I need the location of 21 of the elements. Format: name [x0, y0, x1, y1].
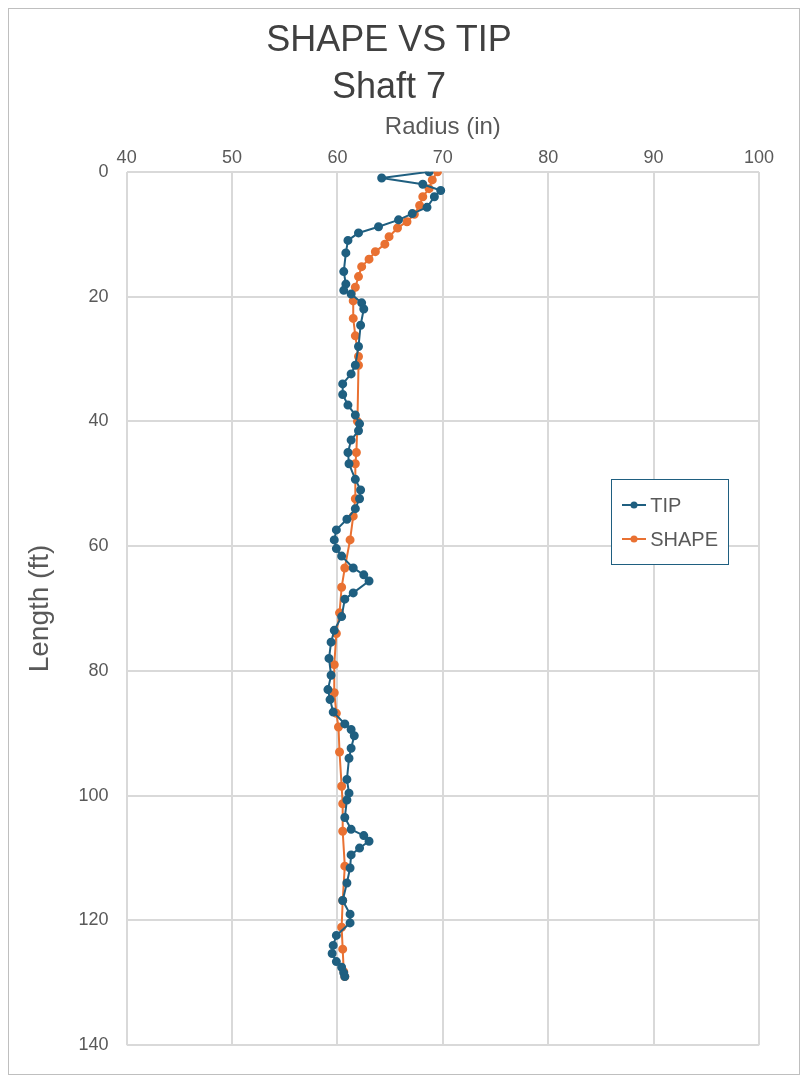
x-tick-label: 60 — [327, 146, 348, 167]
chart-title: SHAPE VS TIP — [266, 17, 512, 59]
x-axis-title: Radius (in) — [384, 112, 501, 140]
chart-subtitle: Shaft 7 — [331, 64, 447, 106]
y-tick-label: 60 — [88, 535, 109, 556]
y-tick-label: 40 — [88, 410, 109, 431]
legend-label: TIP — [650, 493, 682, 518]
y-tick-label: 80 — [88, 659, 109, 680]
x-tick-label: 80 — [538, 146, 559, 167]
y-tick-label: 140 — [78, 1034, 109, 1055]
y-tick-label: 0 — [98, 160, 109, 181]
y-axis-title: Length (ft) — [22, 544, 54, 673]
x-tick-label: 50 — [222, 146, 243, 167]
legend-label: SHAPE — [650, 527, 718, 552]
y-tick-label: 20 — [88, 285, 109, 306]
x-tick-label: 90 — [643, 146, 664, 167]
x-tick-label: 40 — [116, 146, 137, 167]
x-tick-label: 70 — [432, 146, 453, 167]
y-tick-label: 120 — [78, 909, 109, 930]
y-tick-label: 100 — [78, 784, 109, 805]
x-tick-label: 100 — [743, 146, 775, 167]
